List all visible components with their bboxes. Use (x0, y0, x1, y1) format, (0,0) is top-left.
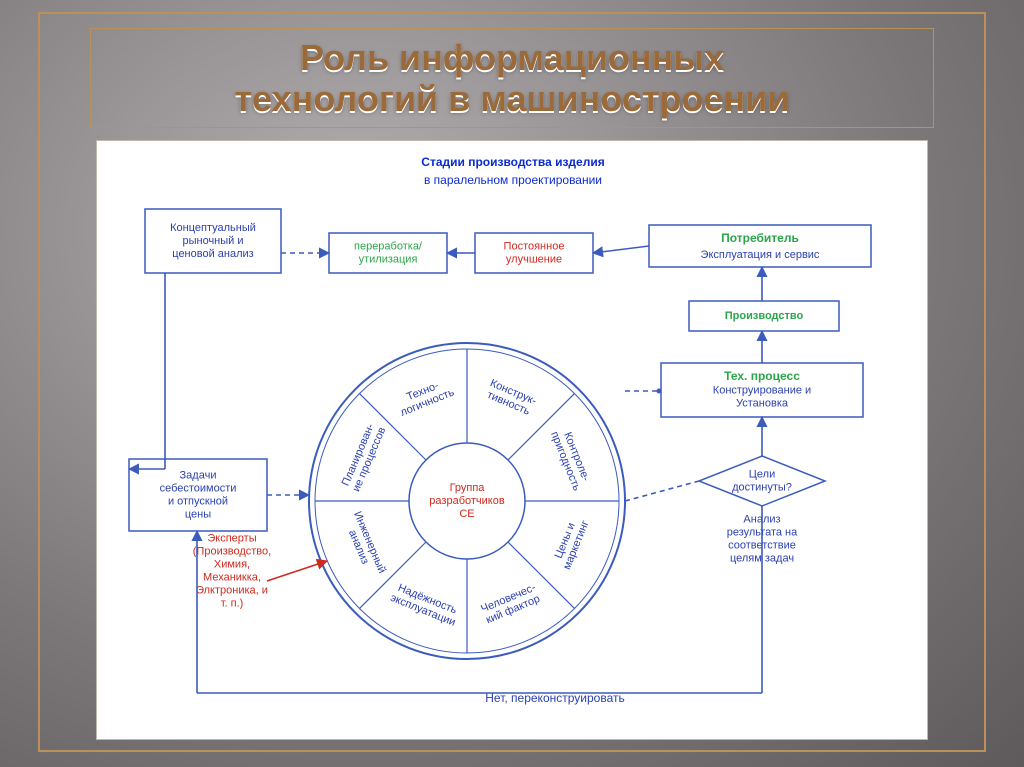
svg-text:разработчиков: разработчиков (429, 495, 505, 507)
slide-title: Роль информационныхтехнологий в машиност… (234, 37, 789, 120)
svg-text:Группа: Группа (450, 482, 486, 494)
svg-text:Концептуальный: Концептуальный (170, 222, 256, 234)
svg-text:достинуты?: достинуты? (732, 481, 792, 493)
svg-text:Установка: Установка (736, 397, 789, 409)
svg-text:Потребитель: Потребитель (721, 231, 799, 245)
svg-text:(Производство,: (Производство, (193, 545, 271, 557)
svg-text:переработка/: переработка/ (354, 240, 423, 252)
svg-text:Постоянное: Постоянное (504, 240, 565, 252)
svg-text:Химия,: Химия, (214, 558, 250, 570)
svg-text:Цели: Цели (749, 468, 775, 480)
svg-text:цены: цены (185, 508, 211, 520)
svg-text:улучшение: улучшение (506, 253, 562, 265)
svg-text:Задачи: Задачи (180, 469, 217, 481)
svg-text:в паралельном проектировании: в паралельном проектировании (424, 173, 602, 187)
svg-text:и отпускной: и отпускной (168, 495, 228, 507)
svg-text:утилизация: утилизация (359, 253, 418, 265)
svg-text:Тех. процесс: Тех. процесс (724, 369, 800, 383)
svg-text:т. п.): т. п.) (221, 597, 244, 609)
svg-text:Производство: Производство (725, 310, 804, 322)
svg-text:Механикка,: Механикка, (203, 571, 261, 583)
svg-text:CE: CE (459, 508, 474, 520)
svg-text:Стадии производства изделия: Стадии производства изделия (421, 155, 604, 169)
title-frame: Роль информационныхтехнологий в машиност… (90, 28, 934, 128)
svg-text:Эксплуатация и сервис: Эксплуатация и сервис (701, 249, 820, 261)
svg-text:Конструирование и: Конструирование и (713, 384, 811, 396)
svg-text:себестоимости: себестоимости (160, 482, 237, 494)
diagram-svg: Стадии производства изделия в паралельном… (97, 141, 929, 741)
svg-text:Элктроника, и: Элктроника, и (196, 584, 268, 596)
diagram-panel: Стадии производства изделия в паралельном… (96, 140, 928, 740)
svg-text:ценовой анализ: ценовой анализ (172, 248, 253, 260)
svg-text:рыночный и: рыночный и (182, 235, 243, 247)
svg-text:Эксперты: Эксперты (207, 532, 256, 544)
